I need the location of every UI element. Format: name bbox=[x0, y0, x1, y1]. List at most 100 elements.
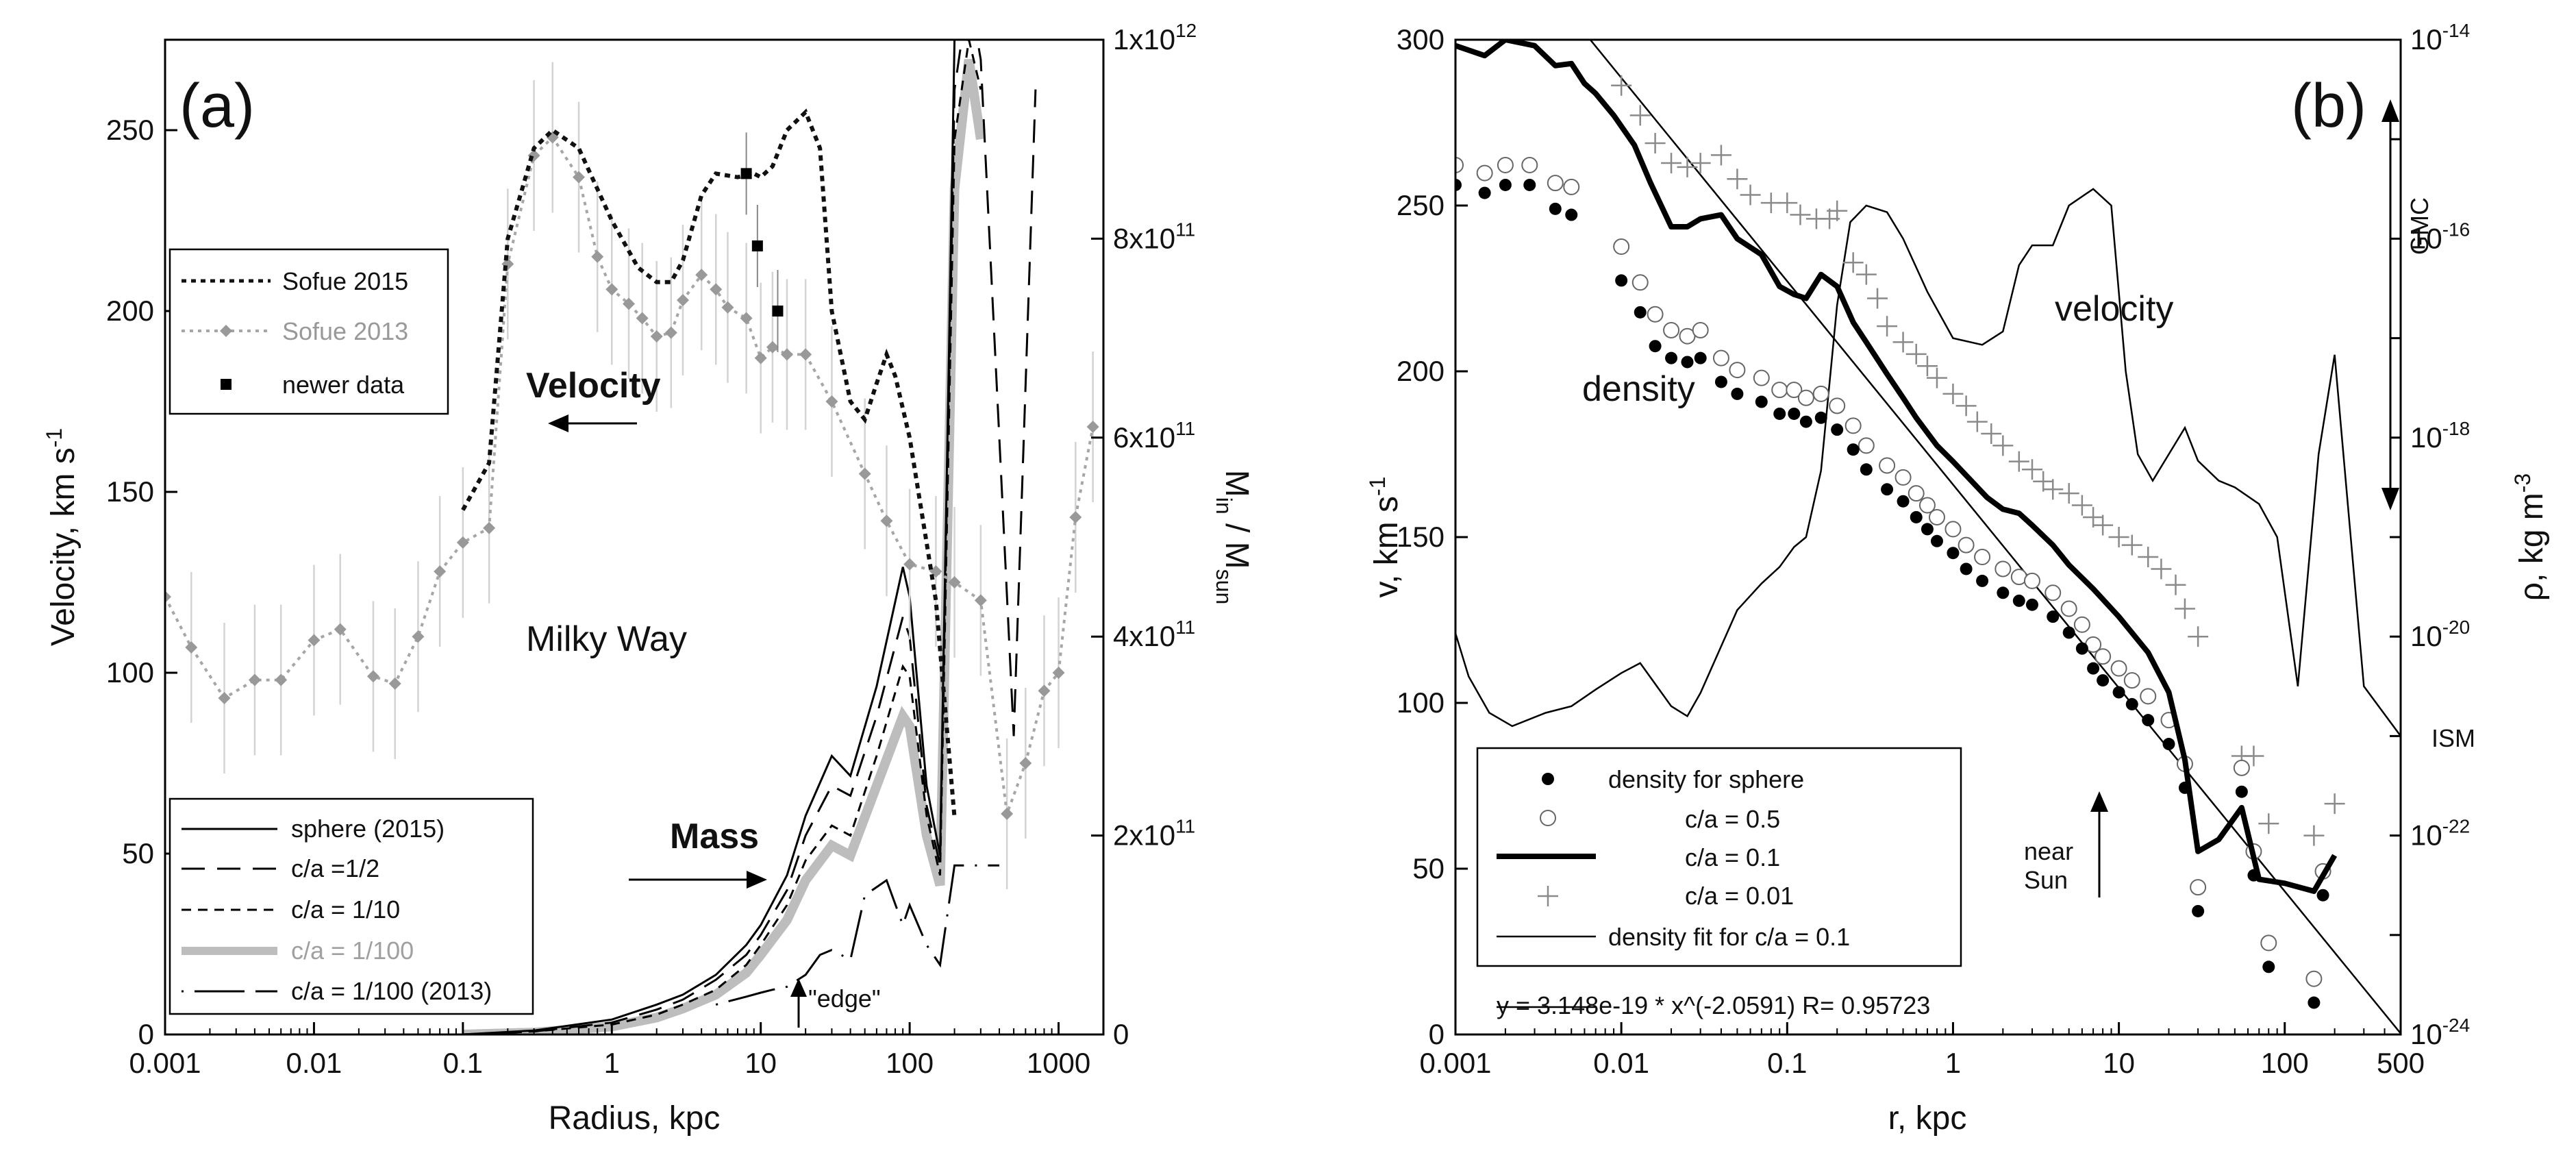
ca05-density-point bbox=[1918, 497, 1936, 514]
panel-a-label: (a) bbox=[179, 72, 255, 140]
sofue2013-point bbox=[248, 673, 261, 686]
sphere-density-point bbox=[2097, 674, 2110, 687]
legend-density-fit: density fit for c/a = 0.1 bbox=[1608, 923, 1850, 951]
ca001-density-point bbox=[1916, 356, 1938, 377]
ca05-density-point bbox=[1476, 164, 1493, 182]
ca05-density-point bbox=[2140, 688, 2157, 705]
ca05-density-point bbox=[2023, 572, 2040, 589]
a-ytick-right-label-1: 2x1011 bbox=[1113, 816, 1195, 852]
sphere-density-point bbox=[1714, 375, 1727, 388]
panel-a-ticks: 0.001 0.01 0.1 1 10 100 1000 0 50 100 150 200 250 0 2x… bbox=[106, 20, 1197, 1079]
b-ytick-label-4: 200 bbox=[1397, 355, 1445, 387]
ca05-density-point bbox=[2233, 759, 2250, 776]
ca001-density-point bbox=[1877, 316, 1898, 337]
legend-ca-0-01: c/a = 0.01 bbox=[1685, 882, 1794, 910]
sofue2013-point bbox=[721, 301, 734, 314]
ca05-density-point bbox=[2190, 879, 2207, 896]
a-ytick-right-label-2: 4x1011 bbox=[1113, 617, 1195, 652]
b-ytick-right-label-2: 10-20 bbox=[2410, 617, 2470, 652]
series-c-a-1-2 bbox=[462, 40, 1037, 1034]
ca05-density-point bbox=[1712, 349, 1729, 367]
ca001-density-point bbox=[2174, 598, 2195, 619]
ca001-density-point bbox=[2303, 825, 2325, 846]
sofue2013-point bbox=[710, 283, 723, 296]
ca05-density-point bbox=[2094, 648, 2112, 665]
mass-annotation: Mass bbox=[670, 817, 759, 856]
sofue2013-point bbox=[623, 297, 636, 310]
panel-a-ylabel-left: Velocity, km s-1 bbox=[42, 428, 82, 646]
sofue2013-point bbox=[456, 536, 469, 549]
ca05-density-point bbox=[1944, 521, 1962, 538]
ca05-density-point bbox=[1974, 549, 1991, 566]
series-c-a-0-1 bbox=[1455, 40, 2338, 894]
sphere-density-point bbox=[1860, 463, 1873, 476]
b-ytick-right-label-4: 10-16 bbox=[2410, 219, 2470, 254]
ca05-density-point bbox=[1631, 274, 1649, 291]
series-sofue-2015 bbox=[461, 108, 957, 818]
near-sun-annotation-line2: Sun bbox=[2024, 866, 2068, 894]
ca05-density-point bbox=[1879, 457, 1896, 474]
ca05-density-point bbox=[2044, 584, 2062, 602]
sphere-density-point bbox=[2075, 642, 2088, 655]
ca001-density-point bbox=[2108, 527, 2129, 547]
sofue2013-point bbox=[434, 565, 447, 578]
ca05-density-point bbox=[1958, 536, 1975, 554]
sphere-density-point bbox=[2308, 996, 2321, 1009]
ca001-density-point bbox=[1855, 264, 1877, 285]
a-xtick-label-0: 0.001 bbox=[129, 1047, 201, 1079]
series-velocity bbox=[1455, 188, 2401, 737]
newer-data-point bbox=[740, 168, 752, 179]
panel-b-chart: 0.001 0.01 0.1 1 10 100 500 0 50 100 150 200 250 300 1… bbox=[1365, 20, 2550, 1137]
series-sphere-2015- bbox=[462, 40, 981, 1034]
legend-ca-1-2: c/a =1/2 bbox=[291, 854, 379, 882]
sphere-density-point bbox=[2047, 610, 2060, 623]
a-ytick-label-5: 250 bbox=[106, 114, 154, 146]
series-c-a-1-100 bbox=[462, 58, 986, 1034]
b-ytick-right-label-3: 10-18 bbox=[2410, 418, 2470, 454]
panel-a-series-layer bbox=[165, 40, 1099, 1034]
ca001-density-point bbox=[1867, 288, 1888, 309]
sphere-density-point bbox=[1910, 510, 1923, 523]
sofue2013-point bbox=[1086, 420, 1099, 433]
sofue2013-point bbox=[880, 514, 893, 528]
sphere-density-point bbox=[1814, 411, 1827, 424]
ca001-density-point bbox=[2121, 534, 2142, 556]
ca05-density-point bbox=[2260, 934, 2277, 952]
sofue2013-point bbox=[1001, 807, 1014, 820]
ca001-density-point bbox=[2058, 483, 2079, 504]
sphere-density-point bbox=[1799, 415, 1812, 428]
panel-b-legend: density for sphere c/a = 0.5 c/a = 0.1 c… bbox=[1476, 747, 1962, 1008]
a-ytick-right-label-4: 8x1011 bbox=[1113, 219, 1195, 254]
sofue2013-point bbox=[903, 558, 916, 571]
sphere-density-point bbox=[1831, 423, 1844, 436]
ca001-density-point bbox=[1740, 184, 1761, 206]
legend-ca-1-10: c/a = 1/10 bbox=[291, 895, 400, 923]
ca05-density-point bbox=[2073, 616, 2090, 633]
a-ytick-label-4: 200 bbox=[106, 295, 154, 327]
sofue2013-point bbox=[275, 673, 288, 686]
ca05-density-point bbox=[1786, 382, 1803, 399]
ca001-density-point bbox=[1727, 169, 1748, 190]
sphere-density-point bbox=[2262, 960, 2275, 974]
ca001-density-point bbox=[1981, 423, 2002, 444]
sphere-density-point bbox=[1478, 186, 1491, 199]
panel-b-xlabel: r, kpc bbox=[1888, 1100, 1967, 1137]
a-xtick-label-6: 1000 bbox=[1027, 1047, 1090, 1079]
sofue2013-point bbox=[605, 283, 618, 296]
sphere-density-point bbox=[2087, 662, 2100, 675]
ca001-density-point bbox=[1710, 145, 1731, 166]
sphere-density-point bbox=[1615, 274, 1628, 287]
panel-a-legend-top: Sofue 2015 Sofue 2013 newer data bbox=[168, 248, 449, 415]
sofue2013-point bbox=[1052, 667, 1065, 679]
sofue2013-point bbox=[754, 351, 767, 364]
ca05-density-point bbox=[2060, 600, 2077, 617]
sphere-density-point bbox=[1773, 407, 1786, 420]
sofue2013-point bbox=[974, 594, 987, 607]
legend-sofue-2015: Sofue 2015 bbox=[282, 267, 408, 295]
sphere-density-point bbox=[1921, 523, 1934, 536]
sphere-density-point bbox=[1881, 483, 1894, 496]
ca05-density-point bbox=[1563, 178, 1580, 195]
b-ytick-label-2: 100 bbox=[1397, 686, 1445, 719]
ca001-density-point bbox=[1926, 367, 1947, 388]
sofue2013-point bbox=[1069, 510, 1082, 523]
